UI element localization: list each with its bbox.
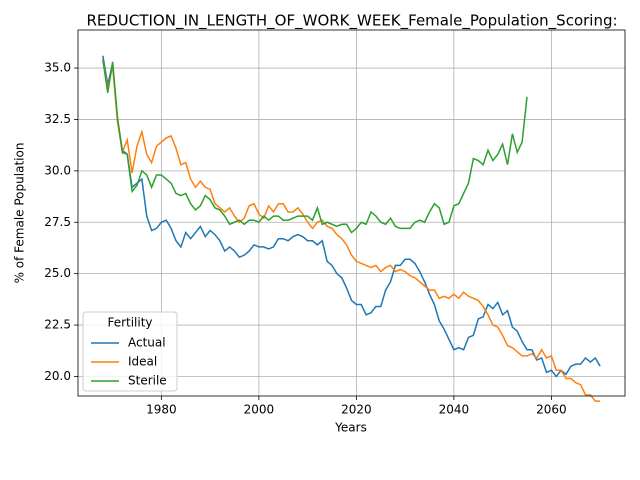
y-tick-label: 30.0 xyxy=(44,163,71,177)
x-tick-label: 2040 xyxy=(439,403,470,417)
x-tick-label: 2000 xyxy=(244,403,275,417)
legend-label: Actual xyxy=(128,336,166,350)
y-tick-label: 32.5 xyxy=(44,112,71,126)
line-series xyxy=(102,59,528,234)
chart-title: REDUCTION_IN_LENGTH_OF_WORK_WEEK_Female_… xyxy=(86,12,617,31)
line-series xyxy=(102,55,601,378)
x-tick-label: 2060 xyxy=(536,403,567,417)
legend-label: Sterile xyxy=(128,374,167,388)
legend-box xyxy=(82,311,178,392)
x-tick-label: 2020 xyxy=(341,403,372,417)
y-tick-label: 20.0 xyxy=(44,369,71,383)
y-axis-label: % of Female Population xyxy=(13,143,27,284)
legend-label: Ideal xyxy=(128,355,157,369)
legend-title: Fertility xyxy=(107,316,152,330)
x-axis-label: Years xyxy=(334,421,367,435)
plot-frame xyxy=(77,29,626,397)
line-series xyxy=(102,59,601,402)
y-tick-label: 27.5 xyxy=(44,215,71,229)
x-tick-label: 1980 xyxy=(146,403,177,417)
y-tick-label: 35.0 xyxy=(44,61,71,75)
y-tick-label: 25.0 xyxy=(44,266,71,280)
y-tick-label: 22.5 xyxy=(44,318,71,332)
